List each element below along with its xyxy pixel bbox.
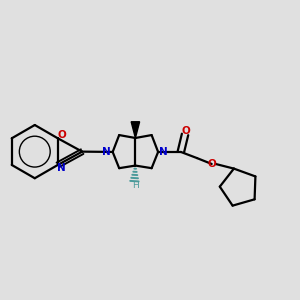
Polygon shape — [131, 122, 140, 138]
Text: O: O — [208, 159, 217, 169]
Text: N: N — [103, 147, 111, 157]
Text: N: N — [57, 163, 66, 173]
Text: O: O — [181, 125, 190, 136]
Text: O: O — [57, 130, 66, 140]
Text: H: H — [132, 181, 139, 190]
Text: N: N — [159, 147, 168, 157]
